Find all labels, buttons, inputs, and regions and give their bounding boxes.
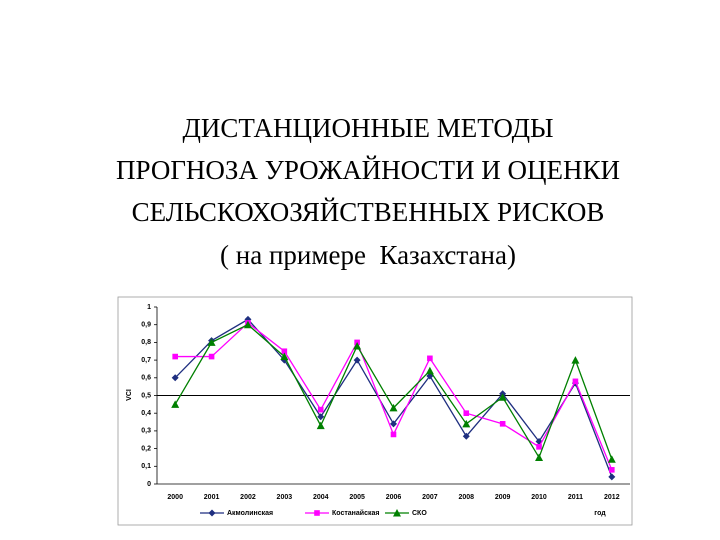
- x-tick-label: 2007: [422, 494, 438, 501]
- point: [463, 410, 470, 416]
- point: [390, 431, 397, 438]
- x-tick-label: 2010: [531, 494, 547, 501]
- point: [535, 453, 544, 461]
- point: [536, 444, 542, 450]
- point: [208, 509, 216, 517]
- point: [393, 509, 401, 517]
- point: [316, 421, 325, 430]
- point: [390, 420, 397, 428]
- slide-title-line: ПРОГНОЗА УРОЖАЙНОСТИ И ОЦЕНКИ: [116, 155, 620, 185]
- y-tick-label: 0,9: [141, 322, 151, 329]
- point: [317, 413, 325, 421]
- x-tick-label: 2012: [604, 494, 620, 501]
- slide-title-line: ДИСТАНЦИОННЫЕ МЕТОДЫ: [182, 113, 553, 143]
- point: [572, 378, 579, 385]
- x-tick-label: 2011: [568, 494, 583, 501]
- y-tick-label: 0,2: [141, 445, 151, 452]
- point: [608, 473, 616, 481]
- point: [353, 356, 361, 364]
- slide-title-line: ( на примере Казахстана): [220, 240, 516, 270]
- x-tick-label: 2000: [167, 494, 183, 501]
- point: [607, 455, 616, 463]
- chart-frame: [117, 296, 633, 526]
- y-tick-label: 0,5: [141, 392, 151, 399]
- point: [207, 338, 216, 346]
- x-axis-label: год: [594, 510, 606, 517]
- point: [317, 406, 324, 413]
- point: [281, 348, 288, 355]
- y-tick-label: 0,1: [141, 463, 151, 470]
- point: [389, 403, 398, 412]
- x-tick-label: 2004: [313, 494, 329, 501]
- series-line: [174, 323, 613, 460]
- y-tick-label: 0,3: [141, 428, 151, 435]
- x-tick-label: 2008: [458, 494, 474, 501]
- point: [427, 355, 433, 362]
- x-tick-label: 2002: [240, 494, 256, 501]
- point: [208, 353, 215, 360]
- point: [280, 352, 289, 361]
- point: [498, 393, 507, 401]
- y-axis-label: VCI: [126, 389, 133, 401]
- y-tick-label: 1: [147, 304, 151, 311]
- point: [243, 320, 252, 329]
- slide-title-line: СЕЛЬСКОХОЗЯЙСТВЕННЫХ РИСКОВ: [132, 197, 605, 227]
- x-tick-label: 2009: [495, 494, 511, 501]
- legend-label: Акмолинская: [227, 510, 273, 517]
- point: [499, 421, 506, 427]
- x-tick-label: 2001: [204, 494, 220, 501]
- point: [171, 374, 179, 382]
- legend-label: СКО: [412, 510, 427, 517]
- y-tick-label: 0,6: [141, 375, 151, 382]
- point: [172, 353, 178, 360]
- y-tick-label: 0,4: [141, 410, 151, 417]
- x-tick-label: 2005: [349, 494, 365, 501]
- point: [353, 341, 362, 350]
- point: [609, 467, 615, 473]
- point: [462, 432, 470, 440]
- point: [314, 510, 320, 516]
- point: [425, 366, 434, 375]
- x-tick-label: 2003: [277, 494, 293, 501]
- series-line: [174, 318, 613, 478]
- y-tick-label: 0,7: [141, 357, 151, 364]
- point: [571, 356, 580, 364]
- series-line: [175, 322, 613, 471]
- legend-label: Костанайская: [332, 509, 379, 517]
- y-tick-label: 0,8: [141, 339, 151, 346]
- x-tick-label: 2006: [386, 494, 402, 501]
- y-tick-label: 0: [147, 481, 151, 488]
- point: [171, 400, 180, 408]
- point: [462, 419, 471, 428]
